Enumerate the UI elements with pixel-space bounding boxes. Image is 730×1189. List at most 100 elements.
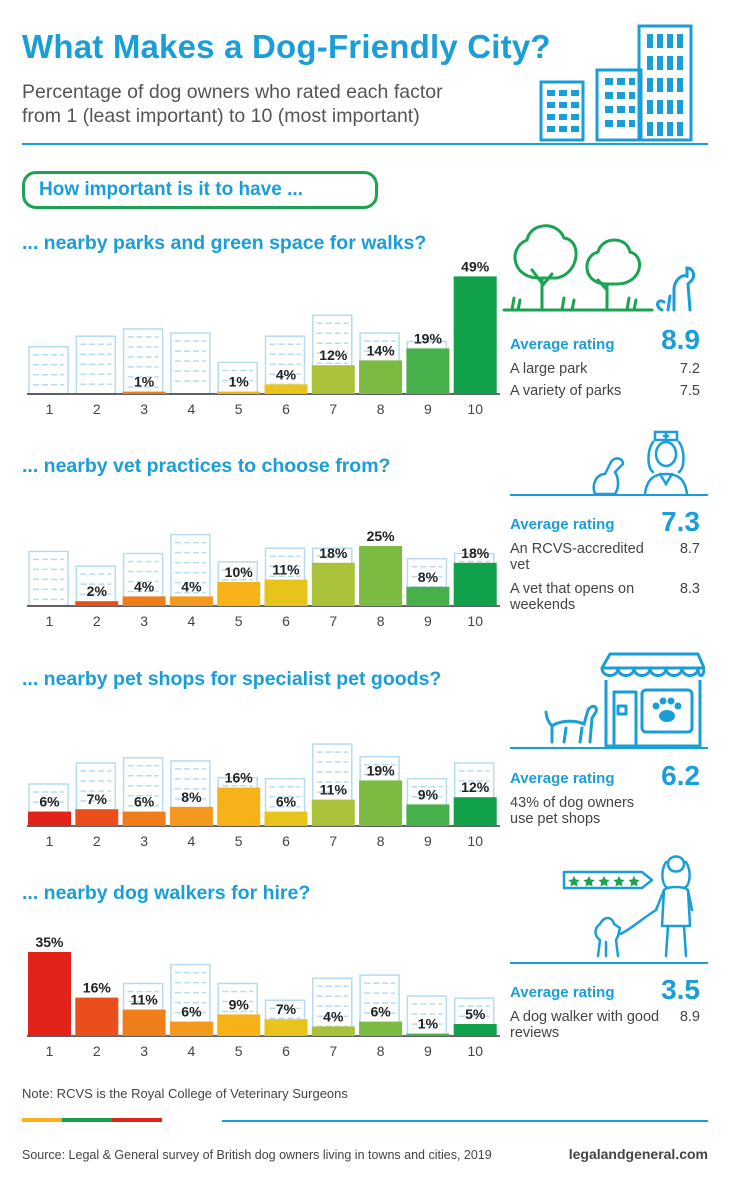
data-label: 16% (83, 980, 112, 996)
bar-6 (264, 1019, 308, 1036)
section-4-detail-1-label: A dog walker with good reviews (510, 1009, 660, 1041)
section-1-detail-2-value: 7.5 (679, 383, 700, 399)
bar-3 (122, 1009, 166, 1036)
tick-label: 10 (467, 613, 483, 629)
tick-label: 7 (329, 833, 337, 849)
bar-1 (28, 952, 71, 1036)
skyline-building (170, 533, 211, 607)
skyline-building (28, 346, 69, 395)
bar-7 (311, 562, 355, 606)
data-label: 10% (225, 564, 254, 580)
data-label: 4% (181, 578, 202, 594)
tick-label: 6 (282, 1043, 290, 1059)
bar-3 (122, 811, 166, 826)
data-label: 1% (418, 1016, 439, 1032)
bar-2 (75, 601, 119, 606)
section-2-detail-2-value: 8.3 (679, 581, 700, 597)
footnote: Note: RCVS is the Royal College of Veter… (22, 1086, 348, 1101)
page-subtitle: Percentage of dog owners who rated each … (22, 80, 542, 128)
question-intro-box: How important is it to have ... (22, 171, 378, 209)
bar-9 (406, 1033, 450, 1036)
data-label: 6% (181, 1004, 202, 1020)
tick-label: 4 (188, 1043, 196, 1059)
data-label: 4% (276, 366, 297, 382)
data-label: 12% (319, 347, 348, 363)
section-2-rating-value: 7.3 (661, 506, 700, 537)
data-label: 2% (87, 583, 108, 599)
tick-label: 10 (467, 833, 483, 849)
bar-4 (169, 806, 213, 826)
data-label: 19% (414, 330, 443, 346)
data-label: 1% (134, 374, 155, 390)
tick-label: 7 (329, 613, 337, 629)
bar-5 (217, 787, 261, 826)
section-3-question: ... nearby pet shops for specialist pet … (22, 668, 442, 690)
section-1-detail-1-value: 7.2 (679, 361, 700, 377)
source-note: Source: Legal & General survey of Britis… (22, 1148, 492, 1162)
data-label: 7% (87, 791, 108, 807)
trees-and-dog-icon (502, 224, 696, 312)
page-title: What Makes a Dog-Friendly City? (22, 28, 551, 65)
section-2-detail-2-label: A vet that opens on weekends (510, 581, 635, 613)
data-label: 4% (323, 1008, 344, 1024)
section-3-panel-divider (510, 747, 708, 749)
skyline-building (170, 332, 211, 395)
tick-label: 7 (329, 401, 337, 417)
section-1-rating-label: Average rating (510, 336, 615, 353)
section-4-question: ... nearby dog walkers for hire? (22, 882, 311, 904)
bar-9 (406, 348, 450, 394)
tick-label: 9 (424, 613, 432, 629)
section-2-rating-label: Average rating (510, 516, 615, 533)
data-label: 6% (39, 794, 60, 810)
color-accent-strip (22, 1118, 162, 1122)
section-4-detail-1-value: 8.9 (679, 1009, 700, 1025)
data-label: 11% (130, 992, 158, 1008)
data-label: 8% (181, 789, 202, 805)
section-1-question: ... nearby parks and green space for wal… (22, 232, 427, 254)
tick-label: 1 (46, 1043, 54, 1059)
bar-8 (359, 780, 403, 826)
section-3-rating-label: Average rating (510, 770, 615, 787)
tick-label: 6 (282, 401, 290, 417)
bar-9 (406, 804, 450, 826)
bar-8 (359, 546, 403, 606)
bar-7 (311, 1026, 355, 1036)
data-label: 6% (134, 794, 155, 810)
data-label: 16% (225, 770, 254, 786)
chart-vets: 1 2% 2 4% 3 4% 4 10% 5 11% 6 18% 7 25% 8 8% 9 18% 10 (27, 528, 500, 629)
footer-divider (222, 1120, 708, 1122)
bar-7 (311, 365, 355, 394)
data-label: 19% (367, 762, 396, 778)
tick-label: 9 (424, 401, 432, 417)
bar-8 (359, 360, 403, 394)
tick-label: 8 (377, 1043, 385, 1059)
bar-2 (75, 997, 119, 1036)
section-2-question: ... nearby vet practices to choose from? (22, 455, 391, 477)
bar-5 (217, 391, 261, 394)
header-divider (22, 143, 708, 145)
bar-10 (453, 1024, 497, 1036)
skyline-building (28, 550, 69, 607)
tick-label: 1 (46, 613, 54, 629)
bar-10 (453, 276, 497, 394)
data-label: 4% (134, 578, 155, 594)
tick-label: 3 (140, 401, 148, 417)
tick-label: 9 (424, 1043, 432, 1059)
bar-2 (75, 809, 119, 826)
skyline-building (75, 335, 117, 395)
bar-4 (169, 1021, 213, 1036)
tick-label: 5 (235, 833, 243, 849)
data-label: 6% (370, 1004, 391, 1020)
bar-3 (122, 596, 166, 606)
data-label: 7% (276, 1001, 297, 1017)
tick-label: 4 (188, 833, 196, 849)
data-label: 8% (418, 569, 439, 585)
section-4-panel-divider (510, 962, 708, 964)
section-1-rating-value: 8.9 (661, 324, 700, 355)
tick-label: 7 (329, 1043, 337, 1059)
data-label: 35% (35, 934, 64, 950)
section-1-detail-1-label: A large park (510, 361, 588, 377)
bar-6 (264, 384, 308, 394)
data-label: 25% (367, 528, 396, 544)
bar-10 (453, 797, 497, 826)
